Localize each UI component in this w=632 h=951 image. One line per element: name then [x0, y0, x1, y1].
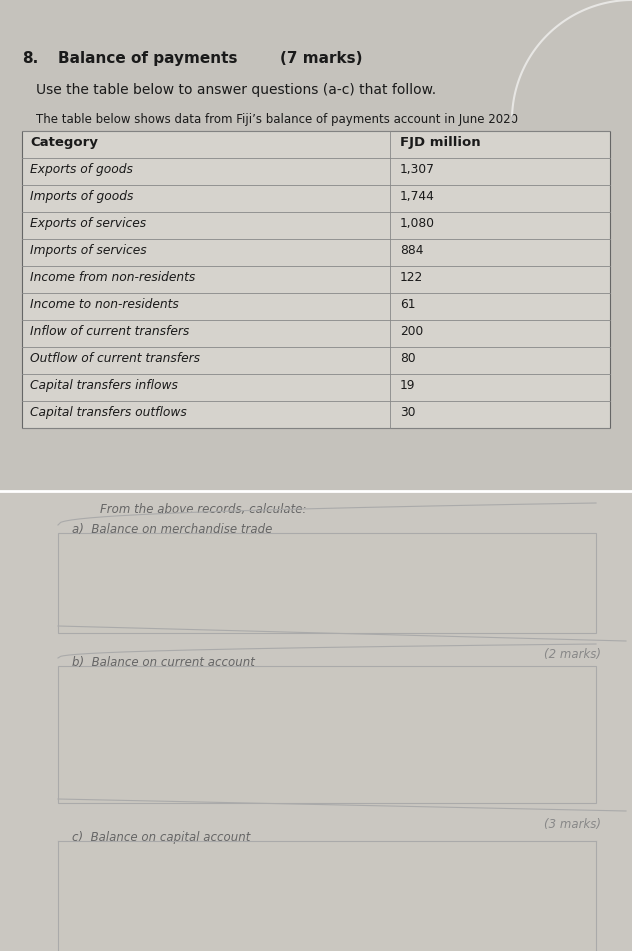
Bar: [58, 841, 596, 951]
Text: Category: Category: [30, 136, 98, 149]
Bar: [0, 491, 632, 951]
Text: 19: 19: [400, 379, 415, 392]
Text: FJD million: FJD million: [400, 136, 480, 149]
Text: (2 marks): (2 marks): [544, 648, 601, 661]
Text: a)  Balance on merchandise trade: a) Balance on merchandise trade: [72, 523, 272, 536]
Text: From the above records, calculate:: From the above records, calculate:: [100, 503, 307, 516]
Text: 200: 200: [400, 325, 423, 338]
Text: 1,080: 1,080: [400, 217, 435, 230]
Bar: [22, 131, 610, 428]
Text: Capital transfers inflows: Capital transfers inflows: [30, 379, 178, 392]
Text: Use the table below to answer questions (a-c) that follow.: Use the table below to answer questions …: [36, 83, 436, 97]
Text: Balance of payments: Balance of payments: [58, 51, 238, 66]
Text: Income to non-residents: Income to non-residents: [30, 298, 179, 311]
Text: The table below shows data from Fiji’s balance of payments account in June 2020: The table below shows data from Fiji’s b…: [36, 113, 518, 126]
Text: Exports of goods: Exports of goods: [30, 163, 133, 176]
Bar: [58, 666, 596, 803]
Text: 30: 30: [400, 406, 415, 419]
Text: Outflow of current transfers: Outflow of current transfers: [30, 352, 200, 365]
Text: Inflow of current transfers: Inflow of current transfers: [30, 325, 189, 338]
Text: Exports of services: Exports of services: [30, 217, 146, 230]
Text: Capital transfers outflows: Capital transfers outflows: [30, 406, 186, 419]
Text: c)  Balance on capital account: c) Balance on capital account: [72, 831, 250, 844]
Text: 80: 80: [400, 352, 416, 365]
Text: 61: 61: [400, 298, 415, 311]
Text: (7 marks): (7 marks): [280, 51, 363, 66]
Text: b)  Balance on current account: b) Balance on current account: [72, 656, 255, 669]
Bar: [58, 533, 596, 633]
Text: (3 marks): (3 marks): [544, 818, 601, 831]
Text: Income from non-residents: Income from non-residents: [30, 271, 195, 284]
Bar: [0, 0, 632, 491]
Text: Imports of services: Imports of services: [30, 244, 147, 257]
Text: 122: 122: [400, 271, 423, 284]
Text: Imports of goods: Imports of goods: [30, 190, 133, 203]
Text: 884: 884: [400, 244, 423, 257]
Text: 1,744: 1,744: [400, 190, 435, 203]
Text: 1,307: 1,307: [400, 163, 435, 176]
Text: 8.: 8.: [22, 51, 39, 66]
Bar: [0, 0, 632, 491]
